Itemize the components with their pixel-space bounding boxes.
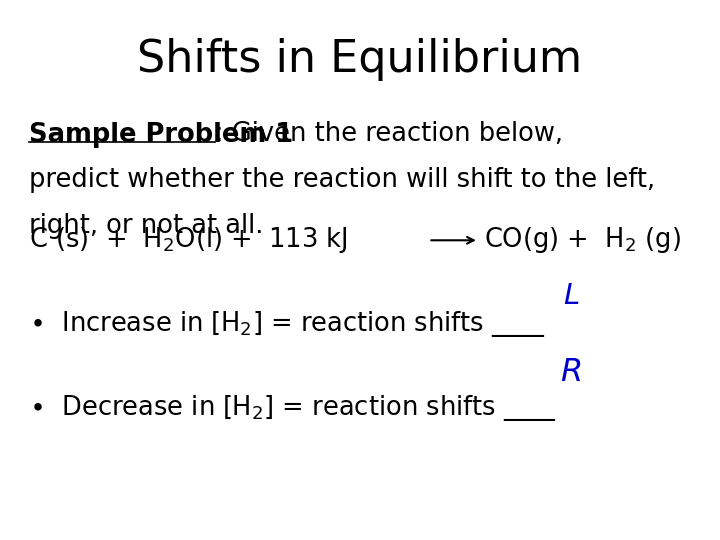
Text: Shifts in Equilibrium: Shifts in Equilibrium [138, 38, 582, 81]
Text: Sample Problem 1: Sample Problem 1 [29, 122, 293, 147]
Text: CO(g) +  H$_2$ (g): CO(g) + H$_2$ (g) [484, 225, 681, 255]
Text: : Given the reaction below,: : Given the reaction below, [215, 122, 562, 147]
Text: $\bullet$  Increase in [H$_2$] = reaction shifts ____: $\bullet$ Increase in [H$_2$] = reaction… [29, 309, 545, 339]
Text: L: L [563, 282, 579, 310]
Text: R: R [560, 357, 582, 388]
Text: $\bullet$  Decrease in [H$_2$] = reaction shifts ____: $\bullet$ Decrease in [H$_2$] = reaction… [29, 393, 557, 423]
Text: right, or not at all.: right, or not at all. [29, 213, 264, 239]
Text: predict whether the reaction will shift to the left,: predict whether the reaction will shift … [29, 167, 655, 193]
Text: C (s)  +  H$_2$O(l) +  113 kJ: C (s) + H$_2$O(l) + 113 kJ [29, 225, 348, 255]
